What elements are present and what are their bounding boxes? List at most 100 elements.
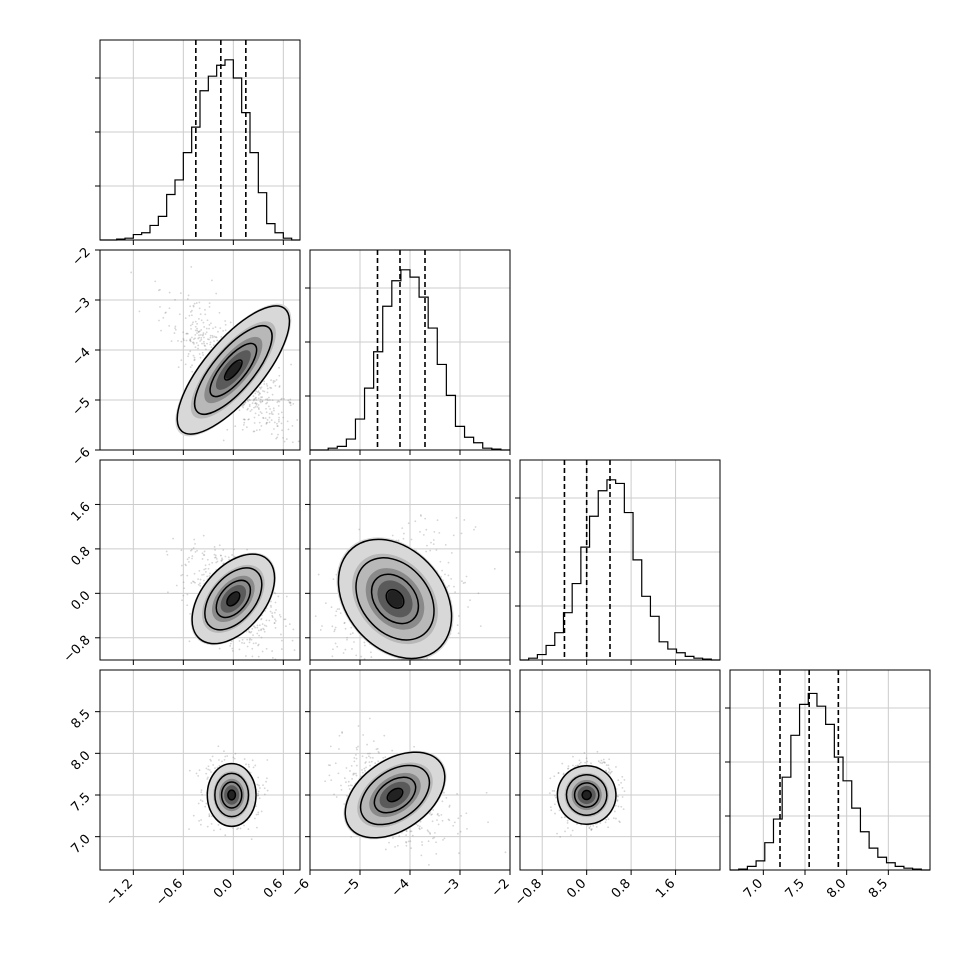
sample-point: [260, 396, 262, 399]
sample-point: [241, 641, 243, 644]
sample-point: [285, 595, 288, 598]
contour-1: [204, 567, 263, 631]
sample-point: [265, 402, 267, 405]
sample-point: [194, 337, 196, 340]
sample-point: [257, 655, 260, 658]
sample-point: [614, 804, 617, 807]
sample-point: [262, 784, 264, 787]
sample-point: [265, 422, 268, 425]
sample-point: [201, 800, 204, 803]
sample-point: [265, 777, 268, 780]
sample-point: [441, 569, 443, 572]
sample-point: [369, 651, 372, 654]
sample-point: [372, 667, 374, 669]
sample-point: [189, 612, 192, 615]
sample-point: [192, 341, 195, 344]
sample-point: [174, 325, 177, 328]
sample-point: [558, 809, 561, 812]
sample-point: [457, 832, 459, 835]
sample-point: [220, 559, 223, 562]
sample-point: [557, 772, 560, 775]
sample-point: [273, 380, 276, 383]
sample-point: [258, 421, 261, 424]
sample-point: [202, 332, 205, 334]
histogram-step-1: [310, 269, 510, 451]
sample-point: [272, 381, 275, 384]
sample-point: [119, 247, 121, 249]
contour-2: [573, 782, 600, 808]
sample-point: [256, 632, 259, 635]
sample-point: [564, 830, 566, 833]
sample-point: [355, 772, 357, 775]
contour-1: [214, 772, 250, 818]
histogram-panel-1: [305, 249, 511, 451]
sample-point: [248, 631, 251, 634]
sample-point: [288, 401, 291, 404]
sample-point: [281, 429, 284, 432]
sample-point: [249, 399, 251, 402]
sample-point: [205, 331, 208, 334]
sample-point: [280, 398, 282, 401]
sample-point: [444, 543, 447, 546]
sample-point: [407, 522, 410, 525]
sample-point: [189, 324, 192, 327]
sample-point: [376, 747, 379, 750]
sample-point: [331, 625, 334, 628]
sample-point: [280, 639, 283, 642]
sample-point: [190, 327, 192, 330]
sample-point: [194, 333, 197, 336]
sample-point: [274, 618, 276, 621]
sample-point: [407, 840, 410, 843]
contour-2: [215, 579, 252, 619]
sample-point: [265, 411, 268, 414]
sample-point: [257, 776, 260, 779]
sample-point: [200, 329, 203, 331]
sample-point: [347, 784, 350, 787]
sample-point: [254, 397, 257, 400]
sample-point: [164, 312, 167, 314]
sample-point: [194, 325, 197, 328]
x-tick-label: 1.6: [653, 876, 678, 901]
sample-point: [348, 788, 351, 790]
sample-point: [623, 779, 626, 781]
sample-point: [273, 622, 276, 624]
sample-point: [253, 430, 256, 433]
sample-point: [191, 557, 193, 560]
sample-point: [249, 637, 251, 640]
sample-point: [377, 750, 380, 753]
sample-point: [260, 425, 263, 427]
sample-point: [250, 638, 253, 641]
sample-point: [248, 403, 251, 406]
panel-frame: [99, 459, 301, 661]
sample-point: [242, 403, 245, 406]
sample-point: [367, 752, 369, 755]
sample-point: [610, 770, 613, 773]
sample-point: [208, 815, 211, 818]
panel-content: [548, 750, 626, 838]
sample-point: [566, 822, 569, 824]
sample-point: [206, 338, 209, 341]
x-tick-label: −5: [339, 876, 363, 900]
sample-point: [254, 402, 257, 404]
sample-point: [243, 403, 246, 405]
sample-point: [364, 762, 367, 764]
sample-point: [259, 392, 261, 395]
sample-point: [259, 401, 262, 404]
sample-point: [278, 420, 280, 423]
sample-point: [363, 658, 366, 660]
panel-content: [119, 247, 300, 450]
sample-point: [433, 530, 436, 533]
sample-point: [436, 819, 438, 822]
sample-point: [613, 810, 616, 813]
sample-point: [269, 604, 272, 607]
sample-point: [608, 758, 611, 761]
sample-point: [429, 549, 432, 552]
sample-point: [198, 317, 200, 320]
sample-point: [354, 753, 357, 756]
sample-point: [178, 313, 181, 316]
contour-1: [359, 764, 431, 826]
sample-point: [189, 311, 192, 313]
sample-point: [196, 549, 198, 552]
sample-point: [180, 549, 183, 552]
sample-point: [329, 745, 332, 748]
